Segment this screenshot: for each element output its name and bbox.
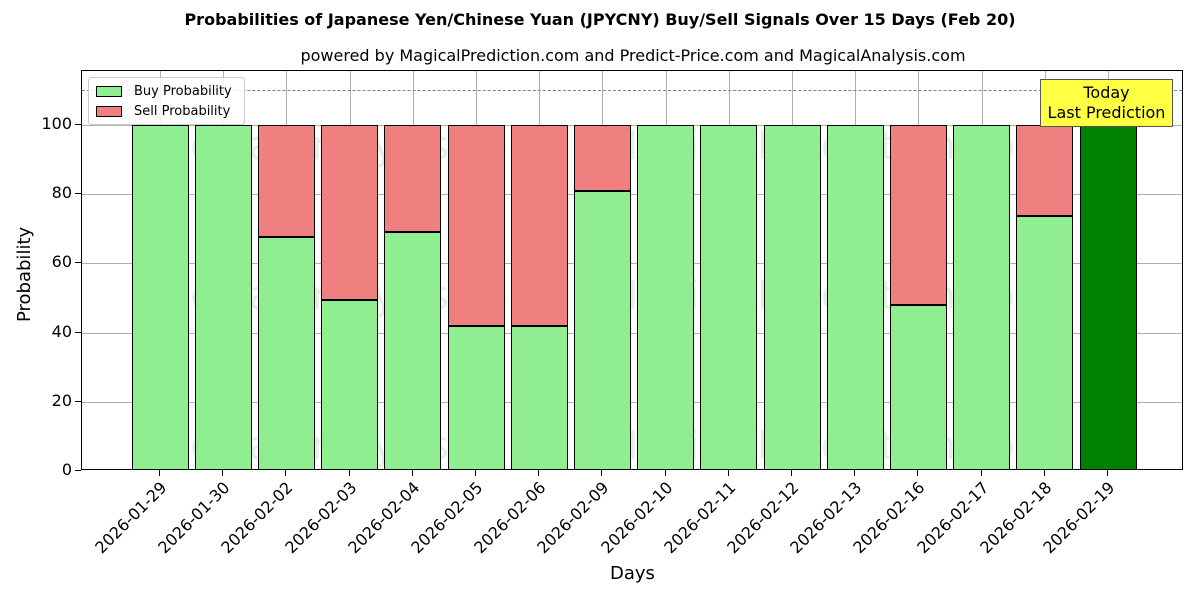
legend-item-sell: Sell Probability bbox=[96, 102, 230, 120]
y-tick bbox=[75, 124, 81, 125]
x-tick bbox=[980, 470, 982, 476]
bar-sell-2026-02-02 bbox=[257, 125, 315, 238]
x-axis-label: Days bbox=[610, 563, 655, 584]
bar-buy-2026-02-05 bbox=[447, 326, 505, 469]
y-tick-label: 100 bbox=[41, 114, 72, 133]
bar-sell-2026-02-16 bbox=[889, 125, 947, 305]
x-tick bbox=[601, 470, 603, 476]
gridline-horizontal bbox=[82, 401, 1182, 403]
legend-item-buy: Buy Probability bbox=[96, 82, 232, 100]
bar-buy-2026-02-18 bbox=[1016, 215, 1074, 469]
bar-buy-2026-02-16 bbox=[889, 304, 947, 469]
bar-buy-2026-02-12 bbox=[763, 125, 821, 469]
y-tick bbox=[75, 470, 81, 471]
x-tick bbox=[664, 470, 666, 476]
x-tick bbox=[411, 470, 413, 476]
bar-sell-2026-02-03 bbox=[321, 125, 379, 301]
y-tick bbox=[75, 400, 81, 402]
x-tick bbox=[791, 470, 792, 476]
x-tick bbox=[538, 470, 540, 476]
today-annotation: Today Last Prediction bbox=[1040, 79, 1173, 127]
bar-sell-2026-02-04 bbox=[384, 125, 442, 232]
y-tick-label: 40 bbox=[51, 321, 72, 341]
bar-buy-2026-02-13 bbox=[826, 125, 884, 469]
bar-buy-2026-02-19 bbox=[1079, 125, 1137, 469]
bar-sell-2026-02-06 bbox=[510, 125, 568, 327]
x-tick bbox=[222, 470, 224, 476]
bar-sell-2026-02-18 bbox=[1016, 125, 1074, 216]
y-tick-label: 80 bbox=[51, 183, 72, 203]
sell-swatch-icon bbox=[96, 105, 122, 117]
x-tick bbox=[727, 470, 729, 476]
gridline-horizontal bbox=[82, 194, 1182, 196]
x-tick bbox=[1043, 470, 1045, 476]
y-tick bbox=[75, 193, 81, 195]
x-tick bbox=[1107, 470, 1108, 476]
chart-title: Probabilities of Japanese Yen/Chinese Yu… bbox=[184, 10, 1016, 29]
bar-buy-2026-02-09 bbox=[573, 191, 631, 469]
x-tick bbox=[917, 470, 919, 476]
bar-buy-2026-02-02 bbox=[257, 237, 315, 469]
bar-sell-2026-02-05 bbox=[447, 125, 505, 327]
reference-line-110 bbox=[82, 90, 1182, 92]
legend-sell-label: Sell Probability bbox=[134, 103, 231, 119]
bar-buy-2026-01-29 bbox=[131, 125, 189, 469]
gridline-horizontal bbox=[82, 332, 1182, 334]
y-tick-label: 60 bbox=[51, 252, 72, 272]
today-annotation-line2: Last Prediction bbox=[1047, 103, 1166, 122]
y-tick bbox=[75, 262, 81, 264]
x-tick bbox=[285, 470, 287, 476]
gridline-horizontal bbox=[82, 125, 1182, 126]
bar-buy-2026-02-11 bbox=[700, 125, 758, 469]
legend-buy-label: Buy Probability bbox=[134, 83, 232, 99]
plot-area: MagicalAnalysis.comMagicalPrediction.com… bbox=[81, 70, 1183, 470]
y-tick-label: 0 bbox=[61, 460, 72, 479]
x-tick bbox=[348, 470, 350, 476]
y-tick bbox=[75, 331, 81, 333]
x-tick bbox=[854, 470, 856, 476]
gridline-horizontal bbox=[82, 263, 1182, 265]
bar-buy-2026-01-30 bbox=[194, 125, 252, 469]
today-annotation-line1: Today bbox=[1083, 83, 1130, 102]
x-tick bbox=[475, 470, 476, 476]
y-tick-label: 20 bbox=[51, 390, 72, 410]
bar-buy-2026-02-17 bbox=[953, 125, 1011, 469]
chart-subtitle: powered by MagicalPrediction.com and Pre… bbox=[300, 46, 966, 65]
bar-buy-2026-02-03 bbox=[321, 300, 379, 469]
buy-swatch-icon bbox=[96, 85, 122, 97]
bar-buy-2026-02-04 bbox=[384, 231, 442, 469]
x-tick bbox=[159, 470, 160, 476]
bar-sell-2026-02-09 bbox=[573, 125, 631, 192]
bar-buy-2026-02-10 bbox=[637, 125, 695, 469]
bar-buy-2026-02-06 bbox=[510, 326, 568, 469]
legend: Buy Probability Sell Probability bbox=[88, 77, 245, 125]
y-axis-label: Probability bbox=[14, 226, 35, 322]
